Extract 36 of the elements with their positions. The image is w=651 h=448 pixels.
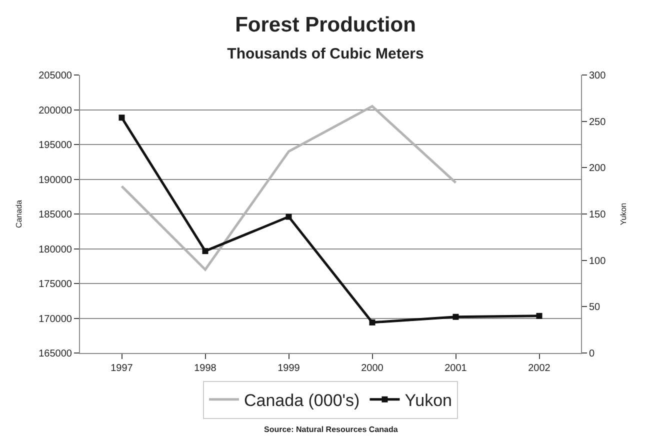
line-series xyxy=(120,105,457,271)
y-tick-label: 190000 xyxy=(38,174,72,186)
legend-label: Yukon xyxy=(404,390,452,410)
x-tick-label: 2001 xyxy=(444,363,468,374)
chart-subtitle: Thousands of Cubic Meters xyxy=(227,46,424,63)
x-tick-label: 1997 xyxy=(110,363,134,374)
y2-tick-label: 0 xyxy=(589,348,595,360)
y-tick-label: 180000 xyxy=(38,244,72,256)
y2-tick-label: 100 xyxy=(589,256,606,267)
x-tick-label: 2000 xyxy=(361,363,384,374)
y-tick-label: 165000 xyxy=(38,348,72,360)
y-tick-label: 185000 xyxy=(38,210,72,220)
y2-tick-label: 250 xyxy=(589,116,606,128)
y2-tick-label: 300 xyxy=(589,70,606,82)
y2-tick-label: 150 xyxy=(589,210,606,220)
point xyxy=(452,314,459,320)
y-tick-label: 170000 xyxy=(38,314,72,325)
y-axis-title: Canada xyxy=(14,199,24,228)
y2-tick-label: 200 xyxy=(589,163,606,174)
point xyxy=(202,248,208,254)
legend-label: Canada (000's) xyxy=(244,390,360,410)
point xyxy=(536,312,542,319)
y-tick-label: 200000 xyxy=(38,105,72,116)
x-tick-label: 2002 xyxy=(528,363,551,374)
y-tick-label: 195000 xyxy=(38,140,72,151)
x-tick-label: 1998 xyxy=(194,363,217,374)
chart-title: Forest Production xyxy=(235,13,416,36)
y2-axis-title: Yukon xyxy=(619,202,628,226)
point xyxy=(286,214,292,220)
source-note: Source: Natural Resources Canada xyxy=(264,425,398,434)
point xyxy=(118,114,125,121)
y-tick-label: 205000 xyxy=(38,70,72,82)
point xyxy=(369,319,376,326)
x-tick-label: 1999 xyxy=(278,363,300,374)
y-tick-label: 175000 xyxy=(38,279,72,290)
y2-tick-label: 50 xyxy=(589,302,601,314)
